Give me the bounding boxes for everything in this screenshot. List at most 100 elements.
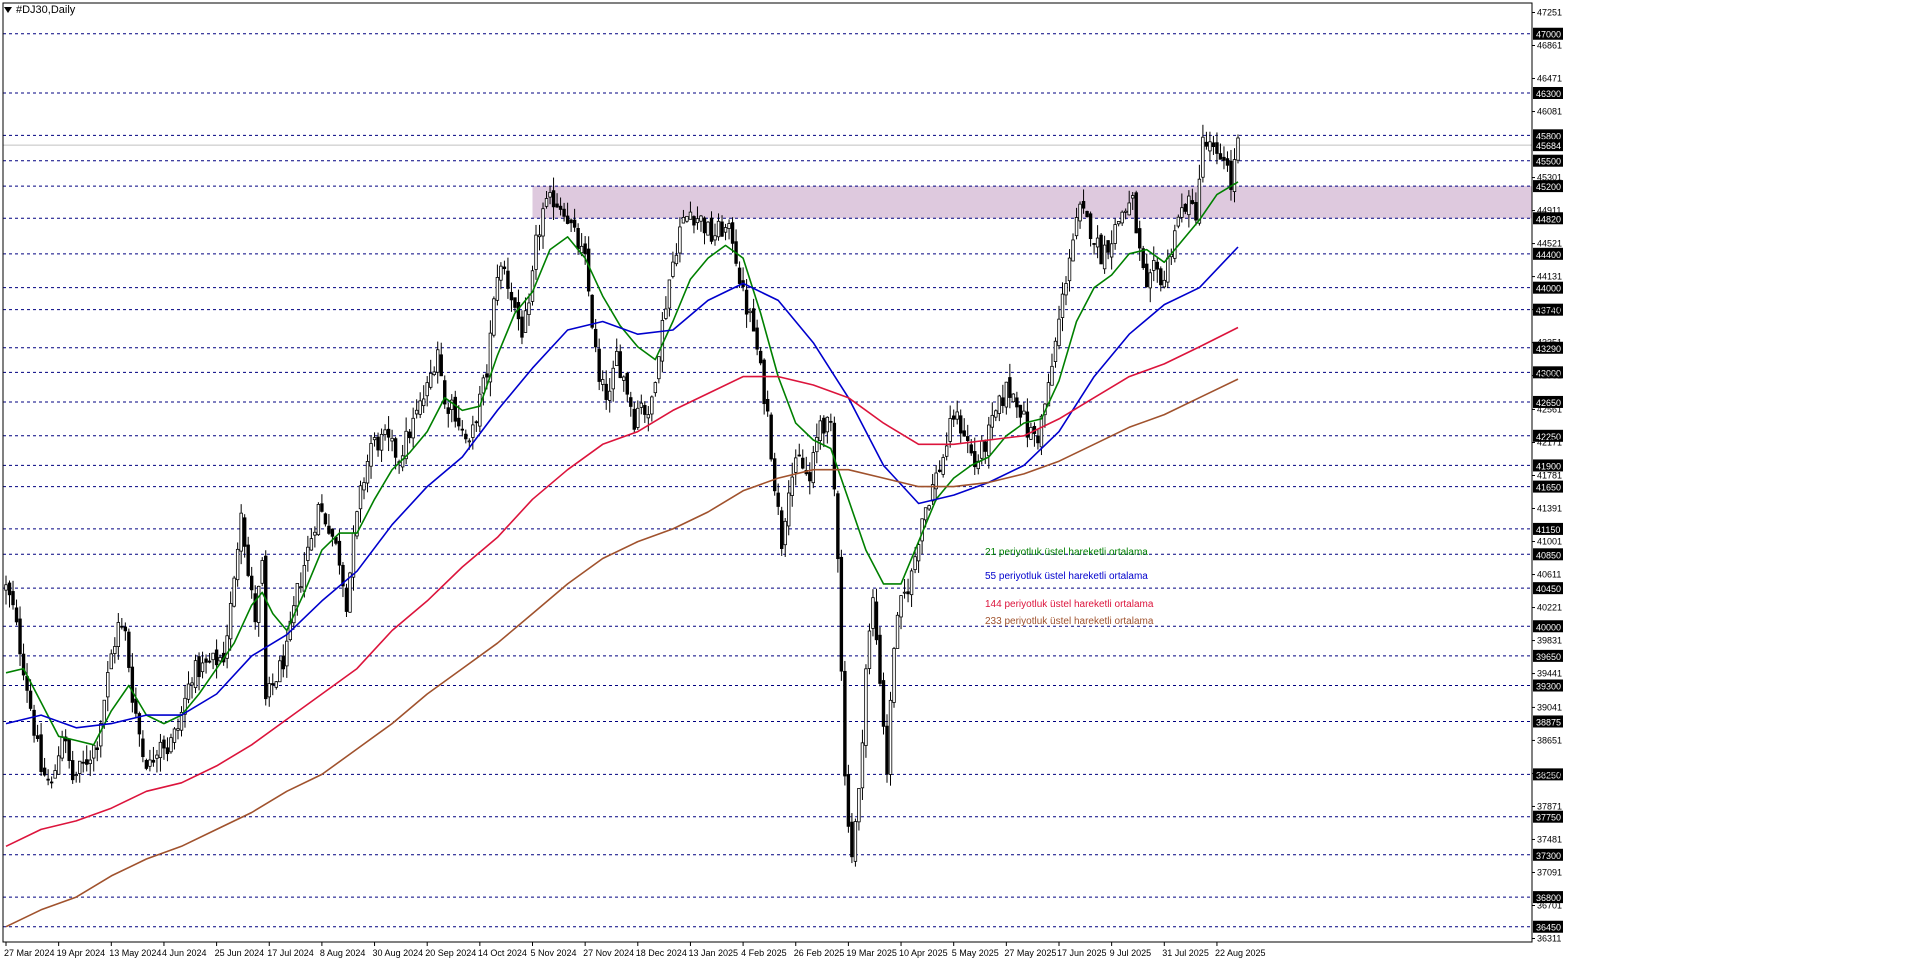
candle[interactable] [1074, 207, 1079, 240]
candle[interactable] [348, 571, 352, 613]
candle[interactable] [365, 454, 370, 493]
candle[interactable] [1134, 190, 1138, 234]
candle[interactable] [1218, 143, 1223, 160]
candle[interactable] [622, 375, 626, 392]
candle[interactable] [608, 378, 612, 413]
candle[interactable] [358, 480, 363, 523]
candle[interactable] [63, 729, 68, 754]
candle[interactable] [1138, 220, 1142, 261]
candle[interactable] [439, 342, 443, 377]
candle[interactable] [1215, 132, 1219, 165]
candle[interactable] [685, 215, 689, 223]
candle[interactable] [457, 405, 461, 431]
candle[interactable] [379, 428, 384, 462]
candle[interactable] [1180, 193, 1184, 223]
candle[interactable] [109, 649, 113, 670]
candle[interactable] [242, 514, 247, 558]
candle[interactable] [355, 510, 359, 540]
candle[interactable] [829, 413, 833, 432]
candle[interactable] [955, 400, 959, 425]
menu-triangle-icon[interactable] [4, 7, 12, 13]
candle[interactable] [1057, 305, 1061, 350]
candle[interactable] [625, 371, 629, 402]
candle[interactable] [320, 494, 324, 513]
candle[interactable] [597, 338, 601, 391]
candle[interactable] [916, 541, 921, 573]
candle[interactable] [1081, 189, 1086, 214]
candle[interactable] [200, 651, 205, 679]
candle[interactable] [758, 346, 763, 366]
candle[interactable] [453, 390, 457, 428]
candle[interactable] [92, 744, 96, 772]
candle[interactable] [709, 211, 714, 245]
candle[interactable] [681, 209, 686, 224]
candle[interactable] [260, 557, 264, 587]
candle[interactable] [776, 483, 780, 515]
candle[interactable] [32, 704, 36, 743]
candle[interactable] [1092, 242, 1096, 255]
candle[interactable] [144, 758, 149, 771]
candle[interactable] [815, 423, 819, 464]
candle[interactable] [239, 504, 243, 565]
candle[interactable] [88, 750, 92, 777]
candle[interactable] [116, 613, 121, 660]
candle[interactable] [1067, 249, 1072, 292]
candle[interactable] [179, 706, 184, 737]
candle[interactable] [618, 344, 622, 379]
candle[interactable] [42, 757, 47, 777]
candle[interactable] [664, 296, 668, 321]
candle[interactable] [106, 661, 110, 712]
candle[interactable] [11, 580, 15, 610]
candle[interactable] [176, 718, 180, 740]
candle[interactable] [762, 358, 766, 415]
candle[interactable] [1155, 257, 1159, 283]
candle[interactable] [853, 818, 858, 867]
candle[interactable] [1225, 151, 1230, 172]
candle[interactable] [948, 405, 952, 448]
candle[interactable] [376, 432, 380, 457]
candle[interactable] [488, 320, 493, 397]
candle[interactable] [211, 652, 215, 670]
candle[interactable] [257, 585, 261, 637]
candle[interactable] [1001, 384, 1005, 414]
candle[interactable] [148, 749, 152, 772]
candle[interactable] [197, 652, 201, 691]
candle[interactable] [653, 381, 658, 397]
candle[interactable] [411, 407, 415, 448]
candle[interactable] [1109, 230, 1114, 270]
candle[interactable] [836, 490, 840, 573]
candle[interactable] [604, 370, 608, 410]
candle[interactable] [425, 376, 429, 407]
candle[interactable] [221, 641, 226, 666]
candle[interactable] [695, 206, 700, 230]
candle[interactable] [674, 243, 679, 267]
candle[interactable] [804, 456, 808, 476]
candle[interactable] [1088, 211, 1093, 247]
candle[interactable] [1032, 422, 1037, 447]
candle[interactable] [56, 746, 61, 775]
candle[interactable] [755, 319, 759, 356]
candle[interactable] [450, 394, 454, 423]
candle[interactable] [28, 679, 33, 711]
candle[interactable] [727, 219, 731, 240]
candle[interactable] [611, 360, 615, 402]
candle[interactable] [937, 460, 942, 473]
candle[interactable] [386, 416, 391, 452]
candle[interactable] [1036, 428, 1040, 450]
candle[interactable] [281, 644, 285, 678]
candle[interactable] [825, 416, 830, 444]
candle[interactable] [278, 656, 282, 683]
candle[interactable] [787, 480, 791, 536]
candle[interactable] [797, 443, 801, 457]
candle[interactable] [994, 409, 998, 422]
candle[interactable] [811, 445, 815, 489]
candle[interactable] [183, 684, 187, 728]
candle[interactable] [997, 394, 1002, 422]
candle[interactable] [369, 435, 373, 479]
candle[interactable] [151, 746, 156, 767]
candle[interactable] [1011, 393, 1016, 403]
candle[interactable] [1106, 240, 1110, 260]
candle[interactable] [186, 671, 191, 704]
candle[interactable] [372, 432, 377, 447]
